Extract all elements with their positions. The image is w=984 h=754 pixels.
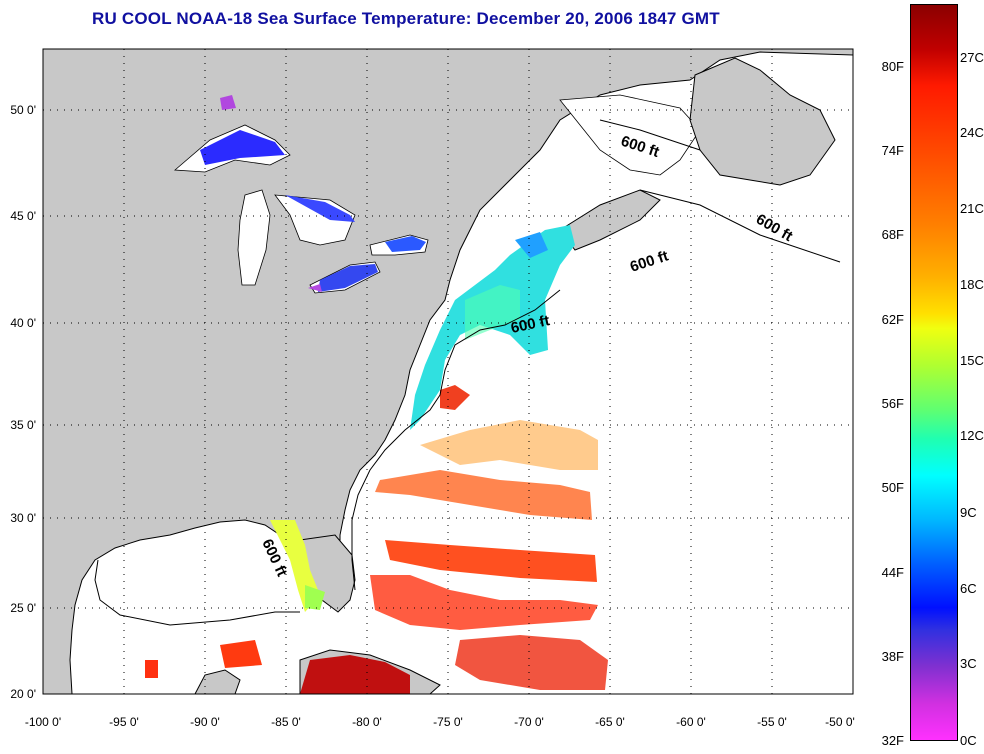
lon-label: -85 0' (271, 715, 301, 729)
graticule (43, 49, 853, 694)
lon-label: -60 0' (676, 715, 706, 729)
colorbar-c-label: 3C (960, 656, 977, 671)
lon-label: -65 0' (595, 715, 625, 729)
lon-label: -55 0' (757, 715, 787, 729)
temperature-colorbar (910, 4, 958, 741)
lon-label: -80 0' (352, 715, 382, 729)
lat-label: 50 0' (10, 103, 36, 117)
colorbar-f-label: 50F (881, 480, 904, 495)
colorbar-f-label: 68F (881, 227, 904, 242)
lon-label: -75 0' (433, 715, 463, 729)
lon-label: -100 0' (24, 715, 62, 729)
colorbar-f-label: 38F (881, 649, 904, 664)
colorbar-f-label: 32F (881, 733, 904, 748)
colorbar-c-label: 18C (960, 277, 984, 292)
colorbar-c-label: 6C (960, 581, 977, 596)
sst-lakes (200, 95, 426, 292)
colorbar-f-label: 74F (881, 143, 904, 158)
lon-label: -95 0' (109, 715, 139, 729)
colorbar-c-label: 9C (960, 505, 977, 520)
colorbar-f-label: 56F (881, 396, 904, 411)
map-frame (42, 48, 854, 695)
lat-label: 25 0' (10, 601, 36, 615)
sst-warm (145, 420, 608, 694)
colorbar-c-label: 12C (960, 428, 984, 443)
colorbar-c-label: 24C (960, 125, 984, 140)
lat-label: 40 0' (10, 316, 36, 330)
lake-michigan (237, 189, 271, 286)
lon-label: -70 0' (514, 715, 544, 729)
colorbar-f-label: 44F (881, 565, 904, 580)
lat-label: 20 0' (10, 687, 36, 701)
colorbar-f-label: 80F (881, 59, 904, 74)
lat-label: 35 0' (10, 418, 36, 432)
lon-label: -90 0' (190, 715, 220, 729)
lon-label: -50 0' (825, 715, 855, 729)
colorbar-c-label: 27C (960, 50, 984, 65)
lat-label: 30 0' (10, 511, 36, 525)
nova-scotia (559, 189, 661, 251)
colorbar-c-label: 0C (960, 733, 977, 748)
colorbar-f-label: 62F (881, 312, 904, 327)
colorbar-c-label: 15C (960, 353, 984, 368)
colorbar-c-label: 21C (960, 201, 984, 216)
map-title: RU COOL NOAA-18 Sea Surface Temperature:… (92, 9, 720, 28)
isobath-600ft (94, 119, 841, 626)
lat-label: 45 0' (10, 209, 36, 223)
